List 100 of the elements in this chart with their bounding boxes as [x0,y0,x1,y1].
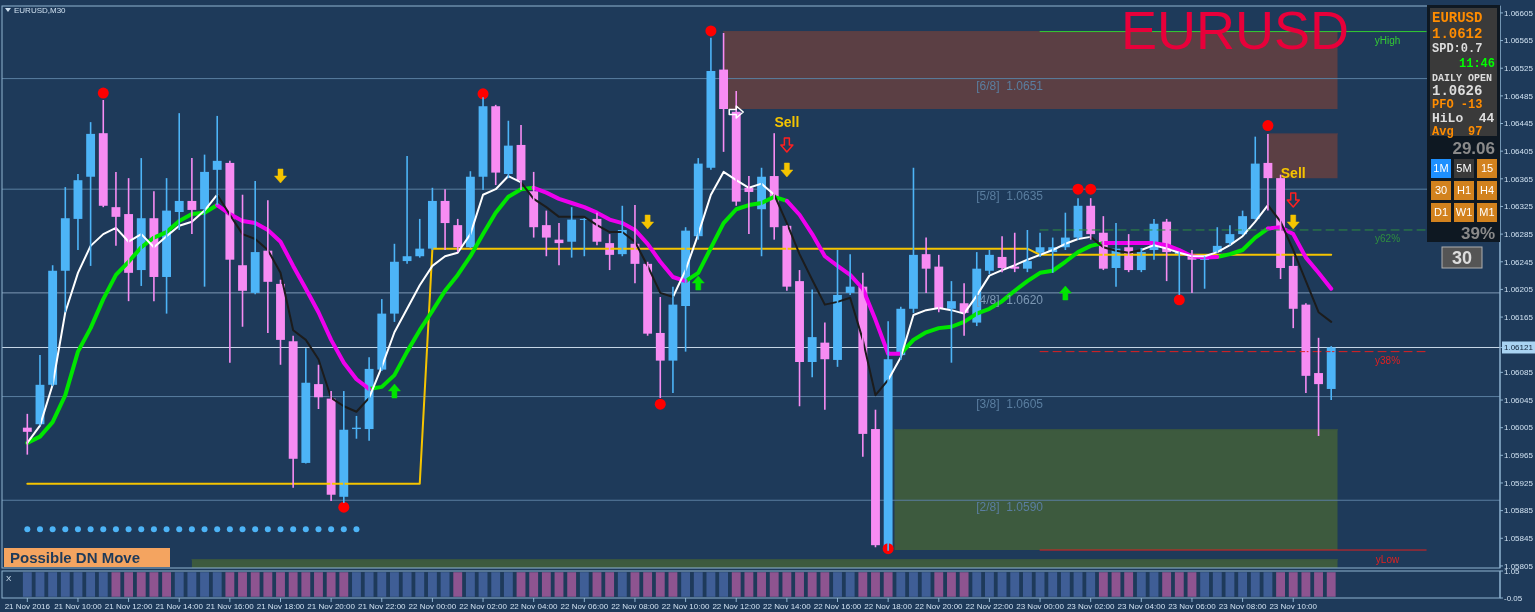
y-tick-label: 1.05845 [1504,534,1534,544]
x-tick-label: 21 Nov 2016 [4,601,51,611]
annotation: 1.0612 [1432,25,1483,42]
point [315,526,322,533]
candlestick [390,243,399,323]
x-tick-label: 22 Nov 22:00 [965,601,1014,611]
point [176,526,183,533]
point [49,526,56,533]
candlestick [567,206,577,259]
y-tick-label: 1.06165 [1504,312,1534,322]
annotation: 30 [1434,184,1448,197]
annotation: Avg 97 [1432,125,1483,140]
candlestick [1022,229,1032,273]
annotation: HiLo 44 [1432,110,1495,126]
y-tick-label: 1.06485 [1504,91,1534,101]
x-tick-label: 22 Nov 14:00 [763,601,812,611]
point [150,526,157,533]
x-tick-label: 22 Nov 00:00 [408,601,457,611]
y-tick-label: 1.06005 [1504,423,1534,433]
annotation: 39% [1460,223,1495,243]
point [328,526,335,533]
candlestick [541,209,551,258]
point [338,501,350,513]
annotation: Sell [774,113,800,130]
point [477,88,489,100]
y-tick-label: 1.06245 [1504,257,1534,267]
x-tick-label: 23 Nov 08:00 [1218,601,1267,611]
annotation: D1 [1433,206,1449,219]
annotation: SPD:0.7 [1432,42,1483,57]
y-tick-label: 1.06565 [1504,36,1534,46]
annotation: 15 [1480,162,1494,175]
candlestick [795,269,804,408]
point [74,526,81,533]
x-tick-label: 21 Nov 10:00 [54,601,103,611]
annotation: 1.0626 [1432,82,1483,99]
candlestick [427,187,437,251]
point [62,526,69,533]
point [87,526,94,533]
annotation: Sell [1280,164,1306,181]
candlestick [314,363,323,410]
x-tick-label: 22 Nov 02:00 [459,601,508,611]
series-label: y38% [1375,355,1401,367]
annotation: 1M [1433,162,1449,175]
x-tick-label: 21 Nov 18:00 [256,601,305,611]
x-tick-label: 22 Nov 20:00 [914,601,964,611]
point [1072,183,1084,195]
x-tick-label: 21 Nov 20:00 [307,601,356,611]
point [36,526,43,533]
point [201,526,208,533]
y-tick-label: 1.06045 [1504,395,1534,405]
point [340,526,347,533]
x-tick-label: 22 Nov 06:00 [560,601,609,611]
x-tick-label: 22 Nov 16:00 [813,601,862,611]
point [277,526,284,533]
annotation: H1 [1456,184,1472,197]
ref-line-label: [6/8] 1.0651 [976,78,1044,93]
candlestick [871,408,880,549]
point [24,526,31,533]
series-label: y62% [1375,233,1401,245]
y-tick-label: 1.06285 [1504,229,1534,239]
y-tick-label: 1.05885 [1504,506,1534,516]
y-tick-label: 1.06405 [1504,146,1534,156]
x-tick-label: 23 Nov 02:00 [1066,601,1116,611]
point [100,526,107,533]
point [1262,120,1274,132]
y-tick-label: 1.05925 [1504,478,1534,488]
annotation: EURUSD [1432,9,1483,26]
x-tick-label: 23 Nov 10:00 [1269,601,1318,611]
x-tick-label: 22 Nov 18:00 [864,601,913,611]
point [1173,294,1185,306]
candlestick [86,121,96,267]
point [138,526,145,533]
ref-line-label: [2/8] 1.0590 [976,500,1044,515]
x-tick-label: 21 Nov 22:00 [357,601,407,611]
annotation: H4 [1479,184,1495,197]
point [112,526,119,533]
point [226,526,233,533]
y-tick-label: 1.05965 [1504,451,1534,461]
x-tick-label: 23 Nov 04:00 [1117,601,1166,611]
y-tick-label: 1.06205 [1504,285,1534,295]
annotation: M1 [1479,206,1495,219]
candlestick [1314,337,1323,437]
annotation: 29.06 [1452,138,1495,158]
x-tick-label: 23 Nov 06:00 [1168,601,1217,611]
x-tick-label: 21 Nov 16:00 [206,601,255,611]
x-tick-label: 21 Nov 12:00 [104,601,153,611]
point [97,87,109,99]
point [654,398,666,410]
annotation: PFO -13 [1432,98,1483,113]
point [252,526,259,533]
point [214,526,221,533]
annotation: Possible DN Move [10,548,141,566]
x-tick-label: 22 Nov 10:00 [661,601,710,611]
y-tick-label: 1.06085 [1504,368,1534,378]
y-tick-label: 1.06365 [1504,174,1534,184]
annotation: 5M [1456,162,1472,175]
x-tick-label: 23 Nov 00:00 [1016,601,1065,611]
annotation: 11:46 [1458,57,1495,72]
point [353,526,360,533]
point [290,526,297,533]
